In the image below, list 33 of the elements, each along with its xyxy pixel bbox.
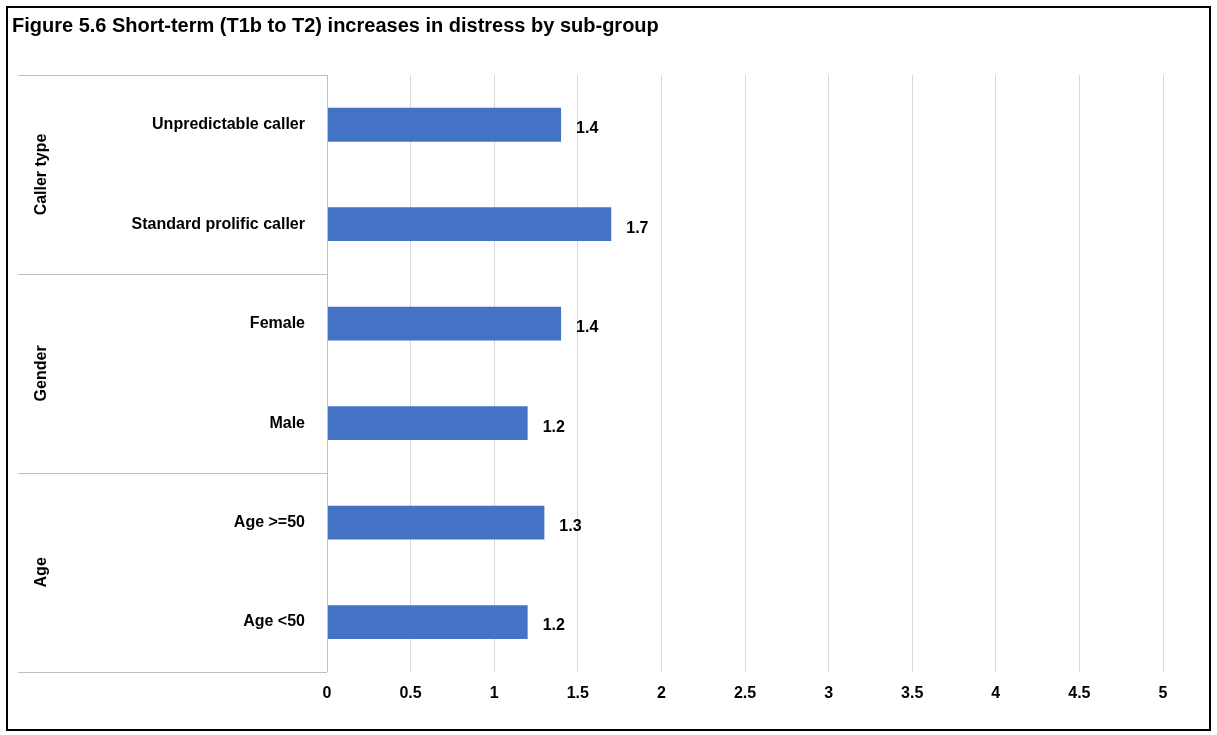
text: Caller type (32, 133, 50, 216)
bar (327, 107, 562, 142)
bar (327, 207, 612, 242)
data-label: 1.4 (576, 318, 599, 336)
x-tick-label: 4 (991, 683, 1001, 701)
x-tick-label: 1 (489, 683, 499, 701)
x-tick-label: 2.5 (733, 683, 757, 701)
data-label: 1.7 (626, 218, 649, 236)
y-tick-label: Age >=50 (233, 513, 306, 531)
x-tick-label: 3.5 (901, 683, 924, 701)
bar (327, 306, 562, 341)
bar (327, 406, 528, 441)
bar (327, 505, 545, 540)
x-tick-label: 5 (1158, 683, 1168, 701)
x-tick-label: 2 (656, 683, 666, 701)
y-tick-label: Age <50 (243, 612, 306, 630)
y-tick-label: Male (269, 413, 306, 431)
data-label: 1.2 (542, 616, 565, 634)
x-tick-label: 0 (322, 683, 332, 701)
x-tick-label: 4.5 (1068, 683, 1091, 701)
chart-title: Figure 5.6 Short-term (T1b to T2) increases in distress by sub-group (12, 14, 659, 37)
data-label: 1.3 (559, 517, 582, 535)
x-tick-label: 1.5 (566, 683, 590, 701)
x-tick-label: 0.5 (399, 683, 422, 701)
text: Age (32, 557, 50, 588)
y-tick-label: Standard prolific caller (131, 214, 305, 232)
bar (327, 605, 528, 639)
data-label: 1.4 (576, 119, 599, 137)
text: Gender (32, 345, 50, 402)
data-label: 1.2 (542, 417, 565, 435)
y-tick-label: Unpredictable caller (152, 115, 305, 133)
x-tick-label: 3 (824, 683, 834, 701)
y-tick-label: Female (249, 314, 306, 332)
